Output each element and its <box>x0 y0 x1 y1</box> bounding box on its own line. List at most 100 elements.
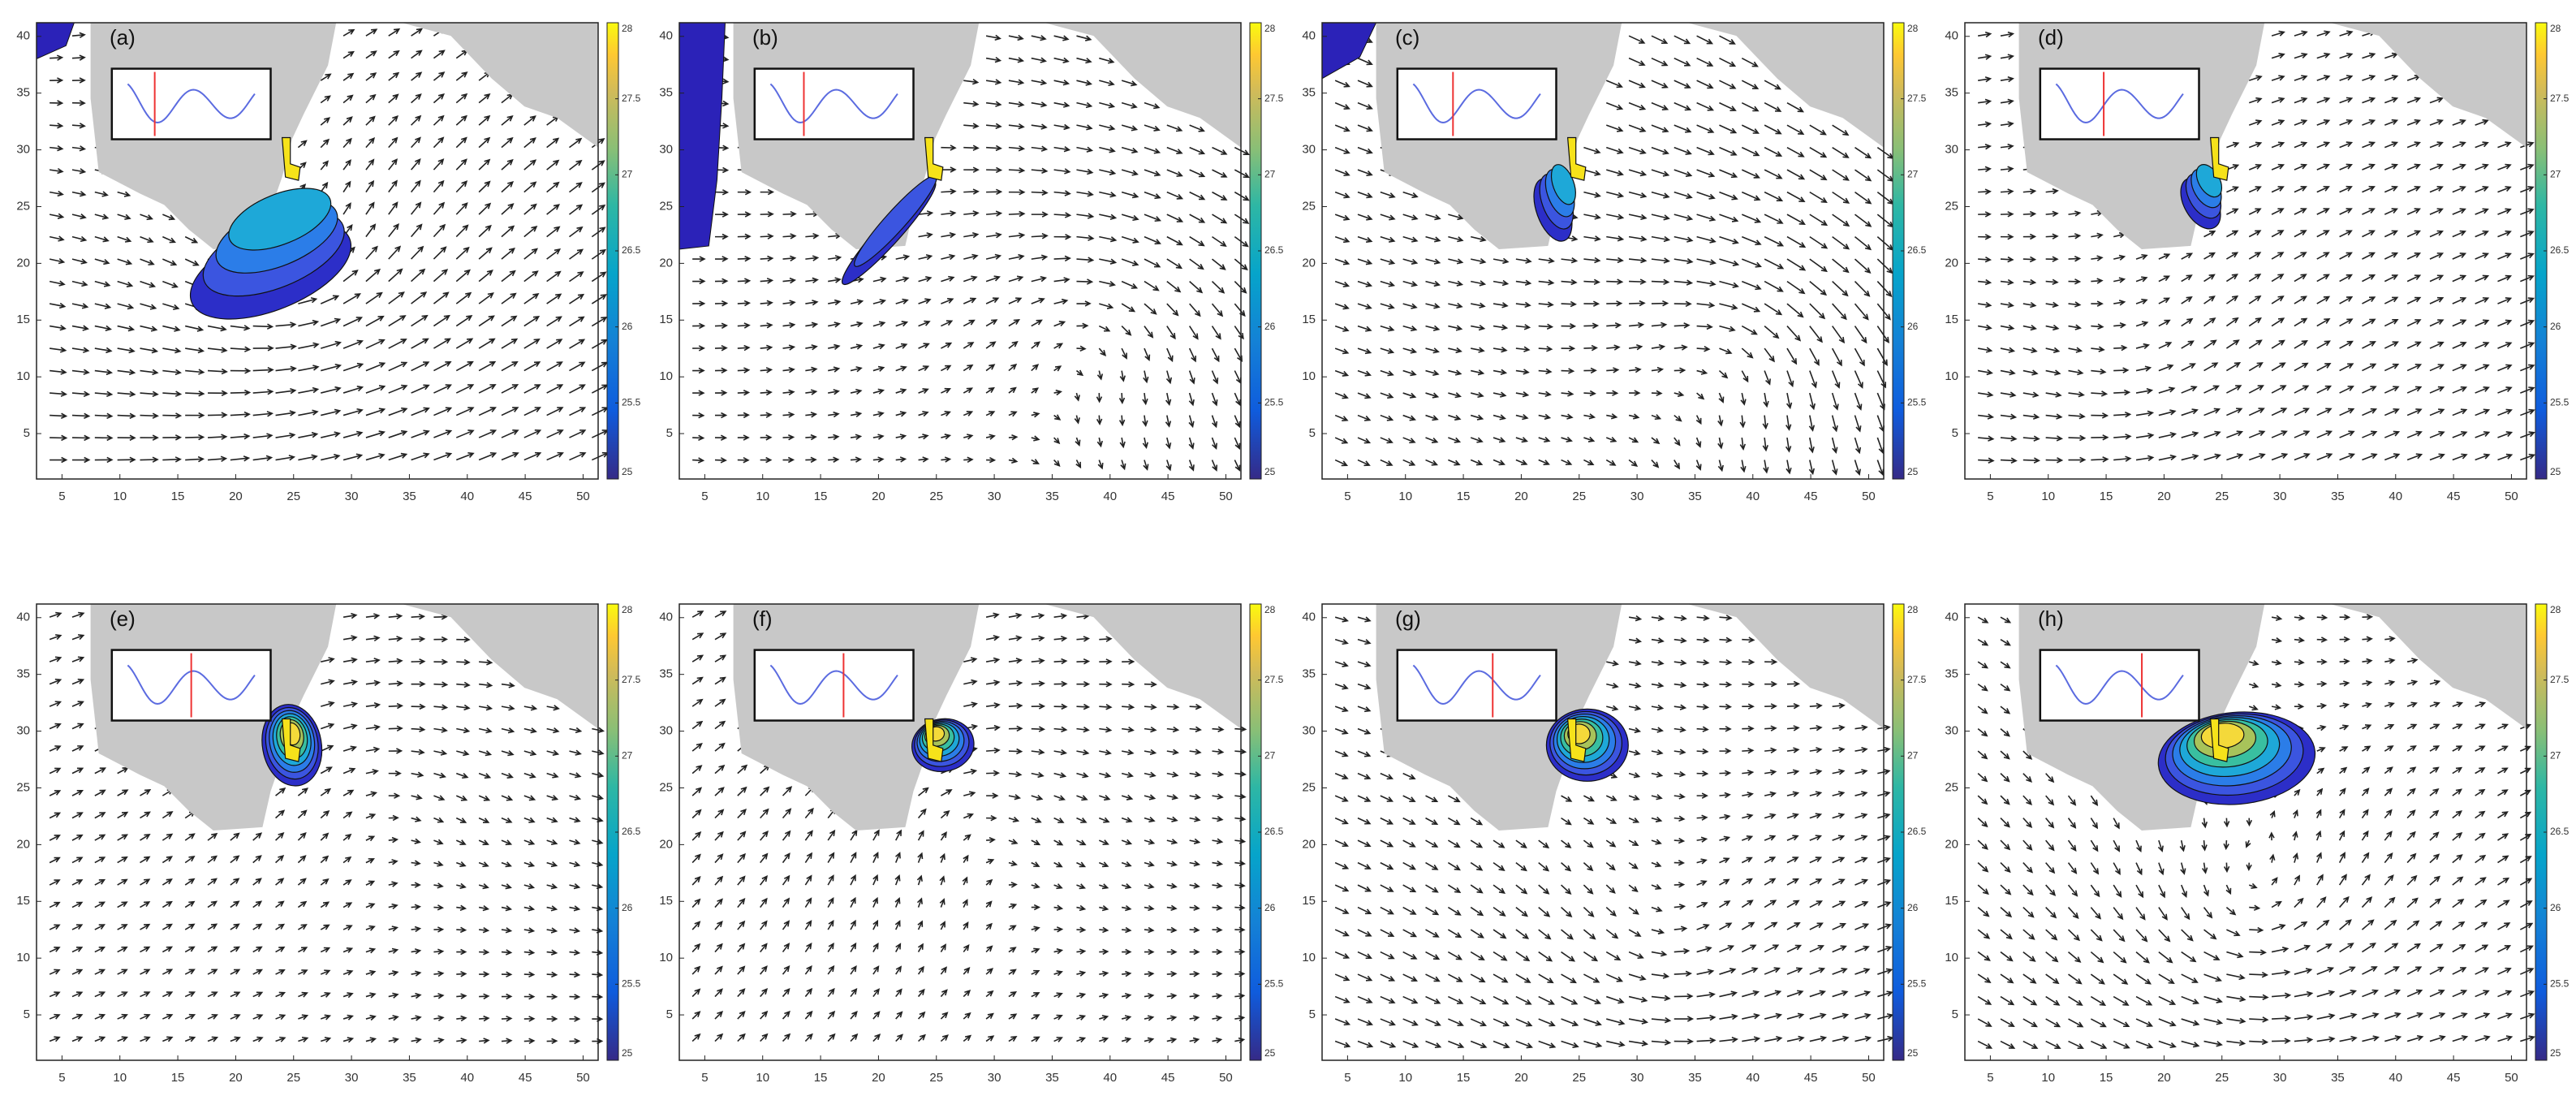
y-tick-label: 5 <box>1952 1008 1958 1021</box>
vector-arrow <box>342 1037 355 1043</box>
x-tick-label: 5 <box>701 490 708 503</box>
vector-arrow <box>1854 835 1868 841</box>
vector-arrow <box>1651 637 1665 644</box>
vector-arrow <box>2158 364 2174 372</box>
vector-arrow <box>2475 1035 2491 1042</box>
vector-arrow <box>365 28 378 37</box>
vector-arrow <box>941 789 953 796</box>
vector-arrow <box>1493 1018 1510 1027</box>
vector-arrow <box>1741 146 1760 157</box>
vector-arrow <box>1099 57 1115 64</box>
vector-arrow <box>2248 252 2262 260</box>
x-tick-label: 35 <box>403 490 416 503</box>
vector-arrow <box>1651 460 1660 468</box>
inset-wave <box>127 83 256 123</box>
vector-arrow <box>1334 214 1350 221</box>
vector-arrow <box>1076 146 1094 153</box>
vector-arrow <box>297 140 308 149</box>
vector-arrow <box>1188 437 1195 450</box>
vector-arrow <box>2475 767 2486 775</box>
vector-arrow <box>411 1015 422 1021</box>
vector-arrow <box>501 795 514 801</box>
vector-arrow <box>342 270 359 283</box>
vector-arrow <box>1719 347 1733 355</box>
vector-arrow <box>986 145 1002 152</box>
vector-arrow <box>828 366 841 373</box>
vector-arrow <box>1764 725 1777 731</box>
vector-arrow <box>2226 973 2246 981</box>
vector-arrow <box>523 339 541 349</box>
vector-arrow <box>71 767 84 775</box>
vector-arrow <box>1764 214 1784 224</box>
vector-arrow <box>1121 883 1132 890</box>
vector-arrow <box>388 245 402 260</box>
vector-arrow <box>71 969 84 975</box>
vector-arrow <box>2406 920 2420 930</box>
vector-arrow <box>2294 52 2308 59</box>
vector-arrow <box>1583 146 1601 154</box>
vector-arrow <box>546 226 561 238</box>
vector-arrow <box>2181 973 2199 983</box>
vector-arrow <box>1605 80 1623 88</box>
vector-arrow <box>1211 415 1218 429</box>
vector-arrow <box>2203 317 2216 327</box>
vector-arrow <box>2000 369 2016 376</box>
vector-arrow <box>1425 929 1440 938</box>
vector-arrow <box>985 386 995 394</box>
vector-arrow <box>569 905 581 912</box>
vector-arrow <box>207 368 228 375</box>
vector-arrow <box>1357 616 1372 623</box>
vector-arrow <box>1854 1012 1872 1020</box>
vector-arrow <box>2475 854 2487 864</box>
vector-arrow <box>342 408 364 416</box>
vector-arrow <box>737 943 746 953</box>
vector-arrow <box>479 971 490 977</box>
vector-arrow <box>2068 301 2082 308</box>
vector-arrow <box>546 407 564 416</box>
vector-arrow <box>2384 163 2398 170</box>
vector-arrow <box>1719 169 1738 179</box>
vector-arrow <box>2452 386 2468 394</box>
vector-arrow <box>2406 141 2421 149</box>
vector-arrow <box>1538 368 1553 375</box>
vector-arrow <box>2406 723 2418 730</box>
vector-arrow <box>737 278 752 284</box>
vector-arrow <box>850 321 864 328</box>
vector-arrow <box>1978 76 1992 83</box>
vector-arrow <box>1629 390 1641 396</box>
vector-arrow <box>365 969 377 976</box>
vector-arrow <box>1832 1035 1850 1042</box>
vector-arrow <box>1425 906 1440 916</box>
vector-arrow <box>1583 817 1595 825</box>
vector-arrow <box>963 1034 972 1042</box>
vector-arrow <box>2091 434 2109 441</box>
vector-arrow <box>1674 101 1692 111</box>
vector-arrow <box>1380 906 1394 915</box>
vector-arrow <box>1583 1040 1603 1048</box>
vector-arrow <box>1031 145 1049 152</box>
vector-arrow <box>1099 727 1113 733</box>
vector-arrow <box>1076 658 1091 665</box>
vector-arrow <box>411 771 424 778</box>
vector-arrow <box>162 347 182 354</box>
vector-arrow <box>523 384 541 394</box>
vector-arrow <box>1211 370 1219 385</box>
vector-arrow <box>1764 967 1781 975</box>
vector-arrow <box>1076 124 1093 131</box>
vector-arrow <box>1741 280 1762 291</box>
vector-arrow <box>714 831 724 841</box>
vector-arrow <box>963 123 980 129</box>
vector-arrow <box>1425 459 1438 466</box>
vector-arrow <box>2022 818 2033 829</box>
vector-arrow <box>1189 281 1204 294</box>
vector-arrow <box>2113 389 2131 396</box>
vector-arrow <box>941 320 954 327</box>
vector-arrow <box>1334 191 1350 199</box>
vector-arrow <box>1189 1037 1200 1044</box>
vector-arrow <box>963 1012 971 1020</box>
vector-arrow <box>2271 252 2285 260</box>
vector-arrow <box>94 391 114 398</box>
vector-arrow <box>1076 257 1095 263</box>
vector-arrow <box>320 723 335 730</box>
vector-arrow <box>2452 1012 2468 1020</box>
